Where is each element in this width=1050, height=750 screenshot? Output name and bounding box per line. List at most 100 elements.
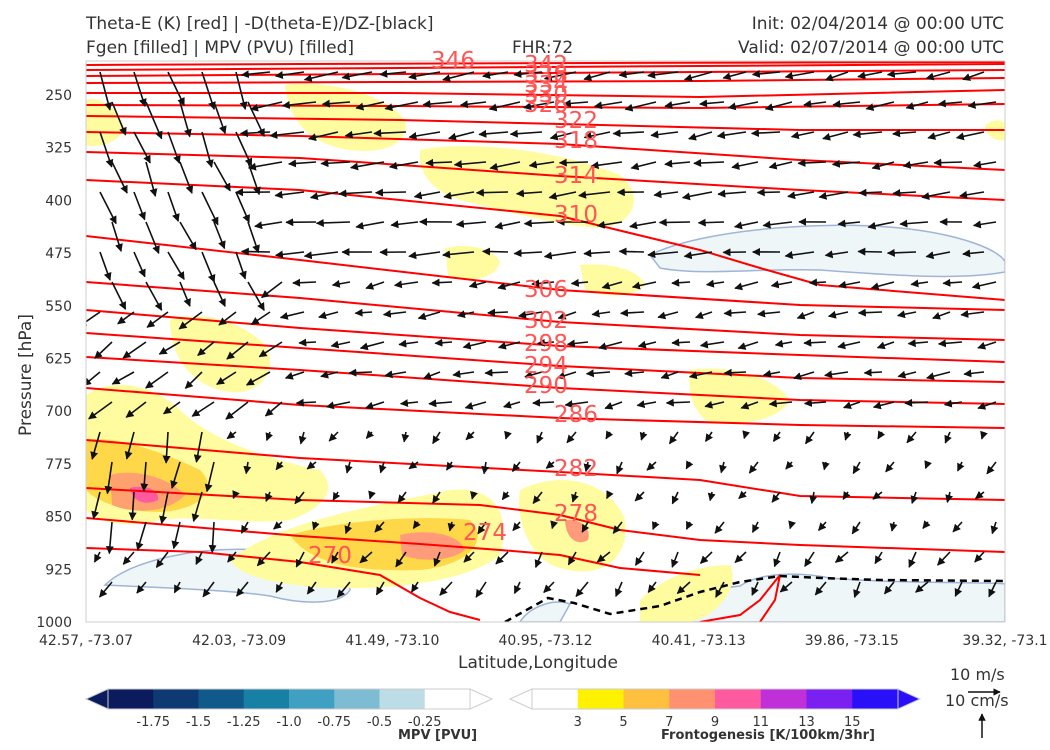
wind-vector <box>501 491 510 501</box>
title-left-line1: Theta-E (K) [red] | -D(theta-E)/DZ-[blac… <box>86 14 434 34</box>
wind-vector <box>566 339 589 348</box>
wind-vector <box>734 281 759 291</box>
wind-vector <box>412 520 421 530</box>
wind-vector <box>274 190 305 199</box>
wind-vector <box>634 491 645 502</box>
theta-e-contour <box>86 63 1005 71</box>
wind-vector <box>422 100 453 108</box>
wind-vector <box>235 131 253 167</box>
theta-e-contours <box>86 61 1005 622</box>
y-axis-label: Pressure [hPa] <box>15 314 36 436</box>
wind-vector <box>764 101 793 111</box>
wind-vector <box>671 338 691 347</box>
wind-vector <box>173 581 182 594</box>
wind-vector <box>344 130 373 139</box>
wind-vector <box>453 160 487 169</box>
wind-vector <box>122 341 147 359</box>
wind-vector <box>734 221 759 230</box>
theta-e-contour <box>86 517 701 576</box>
wind-vector <box>264 401 283 417</box>
wind-vector <box>772 431 781 442</box>
wind-vector <box>885 461 895 473</box>
wind-vector <box>714 521 725 534</box>
wind-vector <box>647 70 679 79</box>
wind-vector <box>681 191 713 201</box>
wind-vector <box>442 71 475 82</box>
wind-vector <box>341 71 373 81</box>
wind-vector <box>470 490 478 500</box>
wind-vector <box>751 521 760 534</box>
contour-label: 270 <box>308 543 352 569</box>
wind-vector <box>338 189 373 198</box>
theta-e-contour <box>86 115 1005 131</box>
wind-vector <box>226 430 237 440</box>
wind-vector <box>365 430 375 439</box>
wind-vector <box>279 311 305 320</box>
wind-vector <box>344 521 353 535</box>
wind-vector <box>484 368 509 377</box>
wind-vector <box>532 398 555 407</box>
contour-label: 330 <box>524 82 568 108</box>
wind-vector <box>604 401 623 410</box>
wind-vector <box>770 280 793 289</box>
contour-label: 286 <box>554 402 598 428</box>
wind-vector <box>94 341 113 359</box>
title-fhr: FHR:72 <box>512 38 574 58</box>
wind-vector <box>578 190 611 199</box>
wind-vector <box>332 491 341 501</box>
wind-vector <box>298 338 317 347</box>
wind-vector <box>583 71 611 82</box>
wind-vector <box>990 521 999 535</box>
wind-vector <box>513 581 522 595</box>
wind-vector <box>858 188 883 197</box>
wind-vector <box>843 431 852 441</box>
wind-vector <box>926 371 951 381</box>
wind-vector <box>704 431 713 443</box>
wind-vector <box>727 101 759 111</box>
wind-vector <box>606 490 614 500</box>
wind-vector <box>808 278 827 287</box>
wind-vector <box>201 191 219 226</box>
wind-vector <box>787 191 815 200</box>
wind-vector <box>723 368 747 377</box>
wind-vector <box>388 161 419 170</box>
wind-vector <box>971 281 997 290</box>
wind-vector <box>824 71 849 82</box>
wind-vector <box>145 221 160 255</box>
wind-vector <box>355 101 385 111</box>
wind-vector <box>974 490 985 500</box>
wind-vector <box>803 399 827 408</box>
theta-e-contour <box>86 547 481 621</box>
wind-vector <box>973 160 997 169</box>
wind-vector <box>734 551 747 563</box>
wind-vector <box>683 251 713 260</box>
wind-vector <box>452 370 475 378</box>
wind-vector <box>213 161 231 192</box>
wind-vector <box>646 461 657 471</box>
wind-vector <box>235 71 248 110</box>
wind-vector <box>925 251 951 260</box>
wind-vector <box>716 131 747 140</box>
wind-vector <box>902 160 929 169</box>
wind-vector <box>459 100 487 109</box>
wind-vector <box>591 309 611 318</box>
contour-label: 318 <box>554 128 598 154</box>
wind-vector <box>465 431 475 441</box>
wind-vector <box>410 581 419 593</box>
wind-vector <box>874 551 883 565</box>
y-tick-label: 775 <box>45 457 72 473</box>
wind-vector <box>274 250 305 259</box>
wind-vector <box>91 491 101 520</box>
wind-vector <box>558 158 589 167</box>
wind-vector <box>843 401 861 410</box>
wind-vector <box>705 279 725 288</box>
wind-vector <box>390 220 419 229</box>
wind-vector <box>771 491 781 503</box>
wind-vector <box>375 581 385 596</box>
wind-vector <box>944 431 952 444</box>
mpv-region <box>519 601 572 622</box>
wind-vector <box>122 551 135 565</box>
wind-vector <box>325 401 351 410</box>
wind-vector <box>216 371 237 385</box>
wind-vector <box>294 491 305 505</box>
